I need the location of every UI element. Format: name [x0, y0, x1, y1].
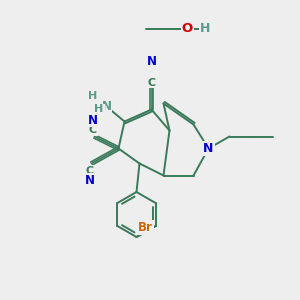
Text: N: N — [203, 142, 214, 155]
Text: H: H — [88, 91, 98, 101]
Text: C: C — [147, 77, 156, 88]
Text: N: N — [85, 174, 95, 188]
Text: Br: Br — [138, 221, 153, 234]
Text: N: N — [101, 100, 112, 113]
Text: H: H — [94, 104, 103, 115]
Text: C: C — [86, 166, 94, 176]
Text: C: C — [89, 125, 97, 135]
Text: H: H — [200, 22, 211, 35]
Text: N: N — [88, 113, 98, 127]
Text: O: O — [182, 22, 193, 35]
Text: N: N — [146, 55, 157, 68]
